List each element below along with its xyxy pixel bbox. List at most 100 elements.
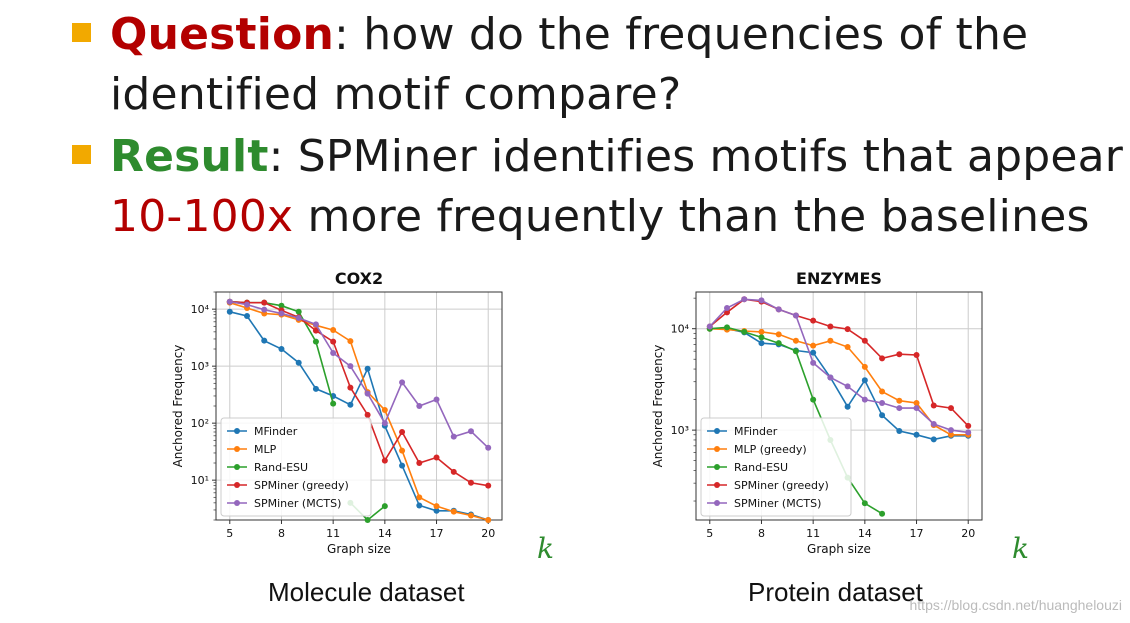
data-point-spminer-mcts — [244, 301, 251, 308]
data-point-spminer-mcts — [347, 363, 354, 370]
series-line-mfinder — [229, 311, 489, 521]
data-point-spminer-mcts — [312, 321, 319, 328]
legend-box — [220, 417, 372, 517]
data-point-spminer-greedy — [913, 352, 920, 359]
data-point-mlp — [485, 517, 492, 523]
data-point-spminer-mcts — [399, 379, 406, 386]
x-tick-label: 8 — [278, 527, 285, 540]
result-highlight: 10-100x — [110, 191, 294, 242]
data-point-mlp — [330, 327, 337, 334]
data-point-rand-esu — [381, 503, 388, 510]
data-point-spminer-mcts — [706, 323, 713, 330]
plot-frame — [695, 291, 983, 521]
data-point-mlp — [399, 447, 406, 454]
legend-box — [700, 417, 852, 517]
series-spminer-mcts — [706, 296, 972, 436]
data-point-rand-esu — [758, 334, 765, 341]
watermark: https://blog.csdn.net/huanghelouzi — [909, 597, 1123, 613]
data-point-mfinder — [295, 359, 302, 366]
legend-label-mfinder: MFinder — [734, 425, 778, 438]
question-line-2: identified motif compare? — [110, 69, 682, 120]
data-point-mlp-greedy — [792, 337, 799, 344]
legend-marker-mlp-greedy — [714, 446, 720, 452]
legend-label-spminer-greedy: SPMiner (greedy) — [734, 479, 829, 492]
series-spminer-mcts — [226, 298, 492, 451]
y-tick-label: 10² — [191, 417, 209, 430]
data-point-spminer-mcts — [758, 297, 765, 304]
data-point-spminer-greedy — [312, 327, 319, 334]
legend-label-spminer-mcts: SPMiner (MCTS) — [254, 497, 341, 510]
data-point-spminer-mcts — [261, 306, 268, 313]
series-line-spminer-greedy — [229, 300, 489, 487]
legend-marker-mlp — [234, 446, 240, 452]
data-point-spminer-mcts — [467, 428, 474, 435]
data-point-mfinder — [261, 337, 268, 344]
bullet-marker-question — [72, 23, 91, 42]
data-point-mlp-greedy — [810, 342, 817, 349]
data-point-spminer-greedy — [810, 317, 817, 324]
data-point-spminer-mcts — [278, 310, 285, 317]
data-point-rand-esu — [724, 324, 731, 331]
data-point-spminer-mcts — [724, 304, 731, 311]
legend-label-spminer-greedy: SPMiner (greedy) — [254, 479, 349, 492]
data-point-mfinder — [399, 462, 406, 469]
question-text: : how do the frequencies of the — [334, 9, 1029, 60]
data-point-spminer-mcts — [775, 306, 782, 313]
data-point-rand-esu — [810, 396, 817, 403]
data-point-spminer-mcts — [827, 374, 834, 381]
data-point-spminer-mcts — [810, 359, 817, 366]
legend-label-mfinder: MFinder — [254, 425, 298, 438]
data-point-rand-esu — [364, 517, 371, 523]
data-point-mfinder — [913, 431, 920, 438]
data-point-rand-esu — [330, 400, 337, 407]
data-point-mfinder — [879, 412, 886, 419]
x-tick-label: 20 — [961, 527, 975, 540]
legend-label-spminer-mcts: SPMiner (MCTS) — [734, 497, 821, 510]
series-line-spminer-mcts — [229, 300, 489, 449]
cox2-chart: COX2 10¹ 10² 10³ 10⁴ 5 8 11 14 17 20 Graph size Anch… — [171, 269, 503, 556]
data-point-mlp — [467, 512, 474, 519]
plot-frame — [215, 291, 503, 521]
cox2-title: COX2 — [335, 269, 383, 288]
data-point-rand-esu — [278, 302, 285, 309]
series-line-mfinder — [709, 327, 969, 441]
data-point-spminer-greedy — [724, 309, 731, 316]
x-axis-label: Graph size — [807, 542, 871, 556]
data-point-mfinder — [364, 365, 371, 372]
data-point-mfinder — [226, 308, 233, 315]
data-point-spminer-mcts — [433, 396, 440, 403]
x-tick-label: 14 — [378, 527, 392, 540]
data-point-spminer-mcts — [485, 444, 492, 451]
legend-label-rand-esu: Rand-ESU — [734, 461, 788, 474]
data-point-mfinder — [433, 507, 440, 514]
data-point-rand-esu — [741, 328, 748, 335]
series-spminer-greedy — [706, 296, 972, 429]
data-point-spminer-greedy — [879, 355, 886, 362]
data-point-spminer-greedy — [347, 384, 354, 391]
data-point-spminer-mcts — [965, 429, 972, 436]
x-axis-label: Graph size — [327, 542, 391, 556]
data-point-mlp-greedy — [844, 343, 851, 350]
data-point-mlp-greedy — [879, 388, 886, 395]
legend-marker-spminer-mcts — [714, 500, 720, 506]
data-point-spminer-greedy — [827, 323, 834, 330]
series-line-spminer-greedy — [709, 298, 969, 427]
data-point-mlp — [416, 494, 423, 501]
legend-marker-mfinder — [714, 428, 720, 434]
x-tick-label: 14 — [858, 527, 872, 540]
result-line-2-text: more frequently than the baselines — [293, 191, 1090, 242]
data-point-spminer-greedy — [947, 405, 954, 412]
data-point-mlp — [347, 338, 354, 345]
result-text: : SPMiner identifies motifs that appear — [268, 131, 1124, 182]
data-point-spminer-greedy — [450, 468, 457, 475]
result-line-2: 10-100x more frequently than the baselin… — [110, 187, 1090, 247]
bullet-marker-result — [72, 145, 91, 164]
data-point-spminer-greedy — [965, 422, 972, 429]
x-tick-label: 17 — [430, 527, 444, 540]
legend: MFinder MLP Rand-ESU SPMiner (greedy) SPMine… — [220, 417, 372, 517]
data-point-spminer-greedy — [844, 326, 851, 333]
result-keyword: Result — [110, 131, 269, 182]
y-tick-label: 10³ — [671, 424, 689, 437]
data-point-mfinder — [844, 403, 851, 410]
caption-molecule: Molecule dataset — [268, 577, 465, 607]
